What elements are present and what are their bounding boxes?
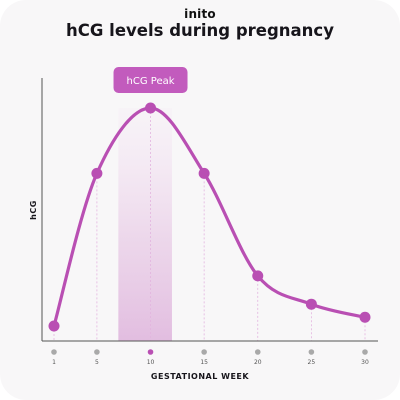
x-tick-label: 15	[200, 359, 208, 366]
brand-logo: inito	[184, 7, 216, 21]
data-point-week-1	[48, 320, 60, 332]
data-point-week-20	[252, 270, 264, 282]
data-point-week-5	[91, 167, 103, 179]
x-tick-dot	[254, 349, 261, 355]
x-tick-dot	[362, 349, 368, 355]
x-tick-dot	[147, 349, 154, 355]
x-tick-label: 25	[308, 359, 316, 366]
peak-band	[118, 108, 172, 341]
x-tick-dot	[201, 349, 207, 355]
hcg-series-line	[52, 106, 367, 328]
data-point-week-10	[145, 102, 157, 114]
x-tick-label: 1	[52, 359, 56, 366]
x-tick-label: 5	[95, 359, 99, 366]
x-tick-dot	[308, 349, 315, 355]
x-tick-label: 20	[254, 359, 262, 366]
x-axis-title: GESTATIONAL WEEK	[151, 372, 249, 381]
data-point-week-30	[359, 311, 371, 323]
peak-label-text: hCG Peak	[127, 76, 175, 87]
data-point-week-25	[305, 298, 317, 310]
data-point-week-15	[198, 167, 210, 179]
x-tick-label: 10	[147, 359, 155, 366]
x-tick-dot	[51, 349, 57, 355]
chart-title: hCG levels during pregnancy	[66, 21, 334, 40]
x-tick-dot	[94, 349, 100, 355]
x-tick-label: 30	[361, 359, 369, 366]
peak-label-badge	[113, 67, 188, 93]
y-axis-title: hCG	[29, 200, 38, 220]
